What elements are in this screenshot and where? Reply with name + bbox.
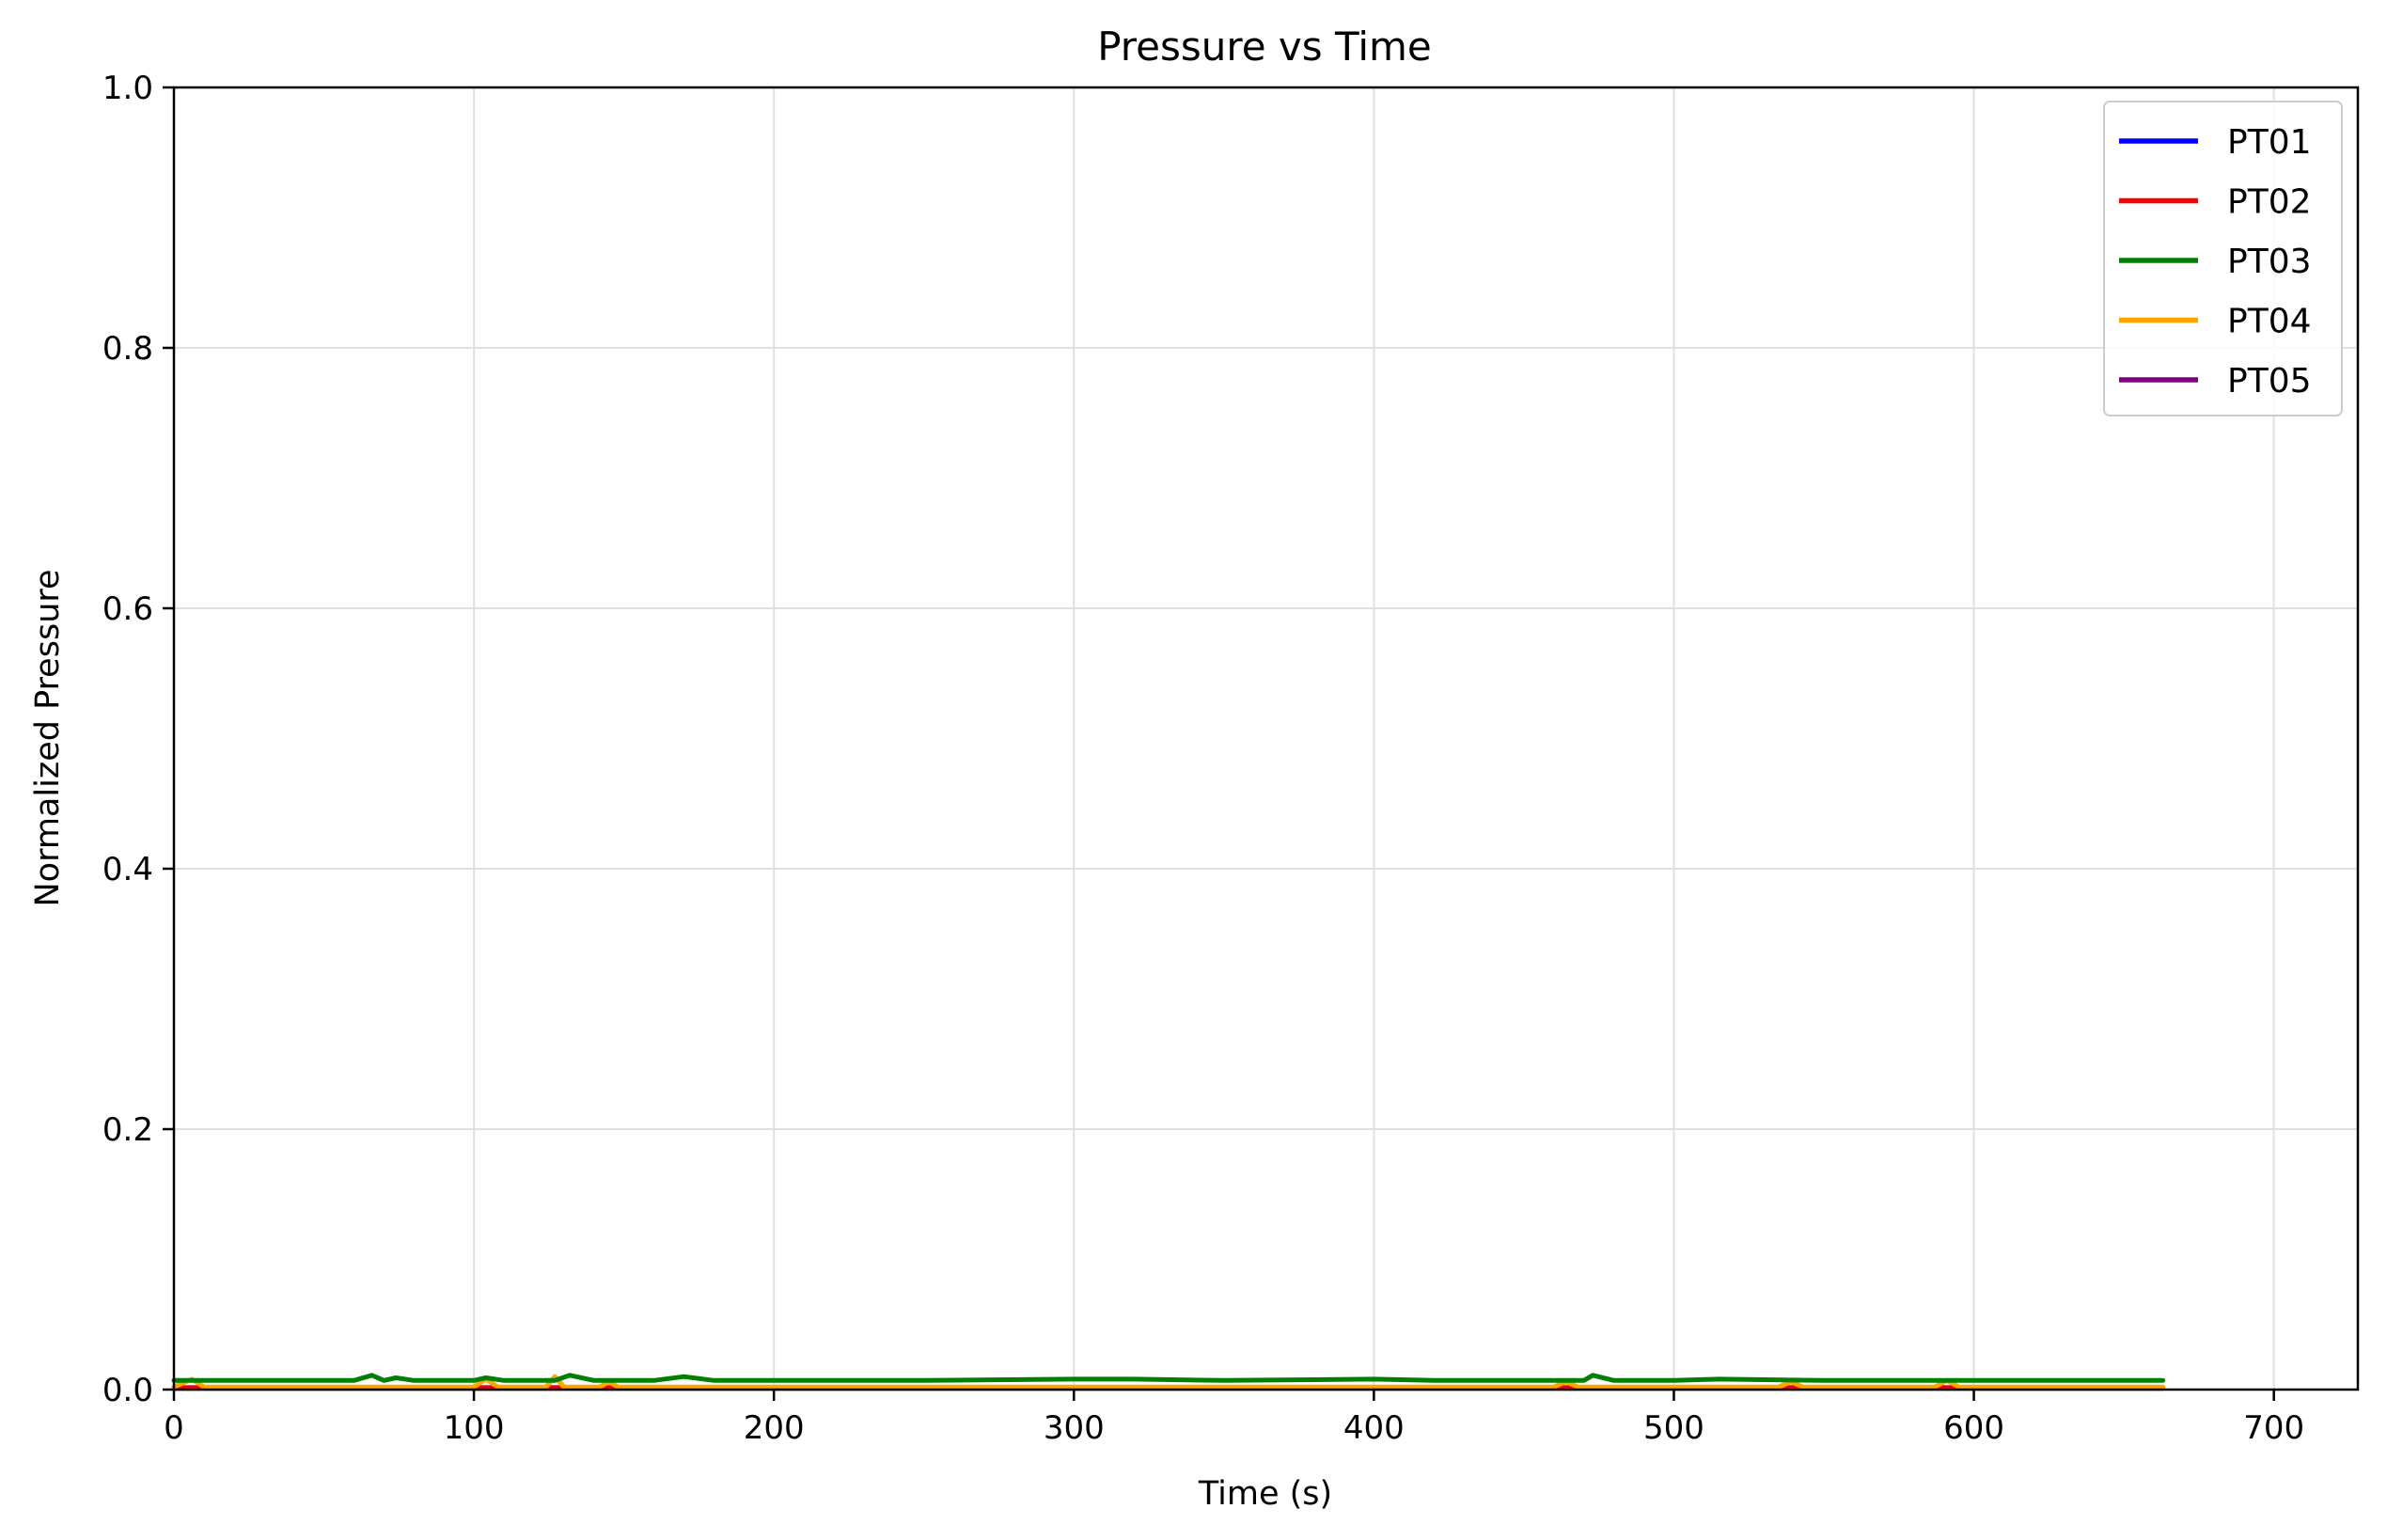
x-tick-label: 300 bbox=[1044, 1409, 1105, 1447]
x-tick-label: 100 bbox=[444, 1409, 505, 1447]
legend-label-pt04: PT04 bbox=[2227, 303, 2312, 341]
axis-ticks: 0 100 200 300 400 500 600 700 0.0 0.2 0.4 0.6 0.8 1.0 bbox=[102, 70, 2304, 1447]
x-tick-label: 0 bbox=[164, 1409, 184, 1447]
y-axis-label: Normalized Pressure bbox=[29, 569, 67, 906]
y-tick-label: 1.0 bbox=[102, 70, 153, 107]
legend-label-pt01: PT01 bbox=[2227, 123, 2312, 162]
x-tick-label: 500 bbox=[1643, 1409, 1704, 1447]
x-tick-label: 700 bbox=[2243, 1409, 2304, 1447]
chart-title: Pressure vs Time bbox=[1097, 24, 1432, 70]
series-line-pt04 bbox=[171, 1374, 2166, 1390]
x-tick-label: 200 bbox=[744, 1409, 805, 1447]
y-tick-label: 0.4 bbox=[102, 851, 153, 888]
y-tick-label: 0.6 bbox=[102, 590, 153, 628]
plot-frame bbox=[172, 86, 2360, 1391]
legend-label-pt05: PT05 bbox=[2227, 362, 2312, 401]
x-axis-label: Time (s) bbox=[1198, 1475, 1332, 1513]
x-tick-label: 400 bbox=[1343, 1409, 1405, 1447]
y-tick-label: 0.2 bbox=[102, 1111, 153, 1149]
y-tick-label: 0.0 bbox=[102, 1372, 153, 1409]
legend: PT01 PT02 PT03 PT04 PT05 bbox=[2103, 101, 2343, 416]
legend-label-pt03: PT03 bbox=[2227, 243, 2312, 281]
legend-box bbox=[2103, 101, 2343, 416]
legend-label-pt02: PT02 bbox=[2227, 183, 2312, 222]
y-tick-label: 0.8 bbox=[102, 330, 153, 368]
x-tick-label: 600 bbox=[1943, 1409, 2004, 1447]
series-lines bbox=[171, 1373, 2166, 1391]
series-line-pt03 bbox=[171, 1373, 2166, 1383]
